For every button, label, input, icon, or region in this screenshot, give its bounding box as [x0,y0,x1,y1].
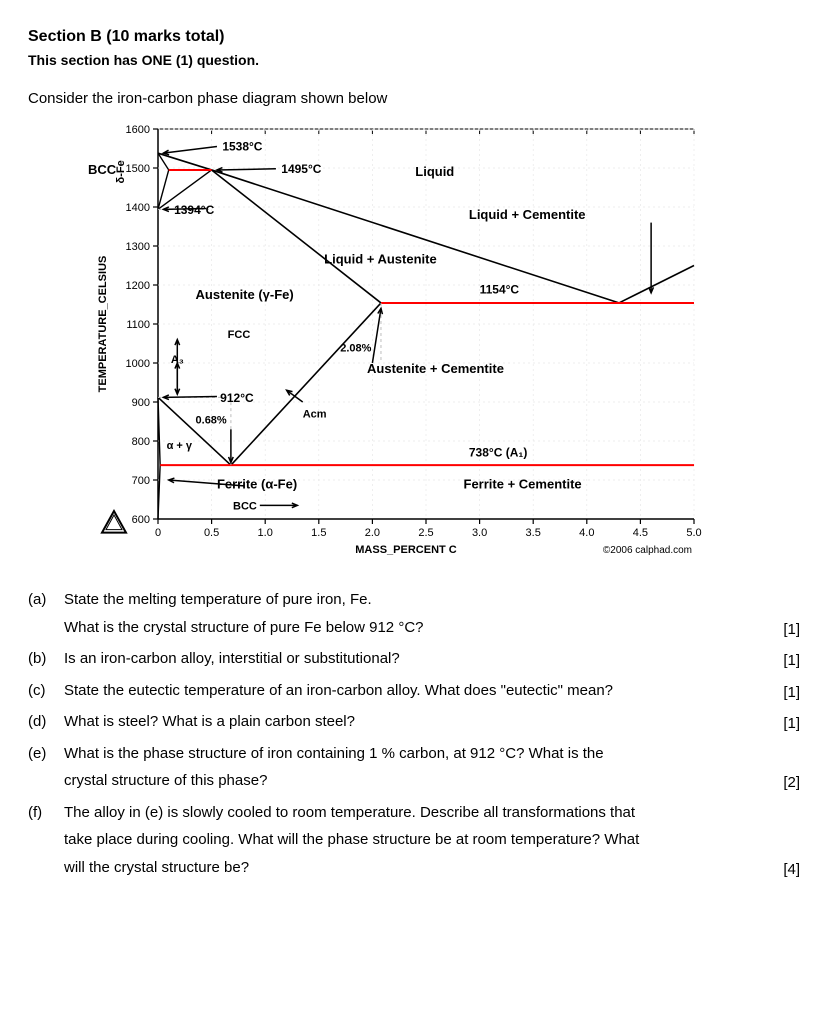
svg-text:3.5: 3.5 [526,527,541,539]
svg-text:4.5: 4.5 [633,527,648,539]
svg-text:Austenite (γ-Fe): Austenite (γ-Fe) [196,287,294,302]
question-label: (e) [28,741,64,767]
question-label: (a) [28,587,64,613]
question-body: What is the phase structure of iron cont… [64,741,800,796]
svg-text:Liquid + Austenite: Liquid + Austenite [324,252,437,267]
svg-text:738°C (A₁): 738°C (A₁) [469,446,527,460]
svg-text:MASS_PERCENT C: MASS_PERCENT C [355,544,457,556]
svg-text:α + γ: α + γ [167,440,193,452]
svg-text:1495°C: 1495°C [281,162,321,176]
svg-text:FCC: FCC [228,329,251,341]
svg-text:Acm: Acm [303,409,327,421]
svg-text:0: 0 [155,527,161,539]
svg-text:©2006 calphad.com: ©2006 calphad.com [603,545,692,556]
question-label: (c) [28,678,64,704]
question-marks: [1] [783,648,800,674]
svg-text:1000: 1000 [126,358,150,370]
phase-diagram-svg: 600 700 800 900 1000 1100 1200 1300 1400 1500 1600… [78,119,718,559]
svg-text:Ferrite (α-Fe): Ferrite (α-Fe) [217,477,297,492]
svg-text:3.0: 3.0 [472,527,487,539]
question-row: (d)What is steel? What is a plain carbon… [28,709,800,737]
question-line: take place during cooling. What will the… [64,827,760,853]
svg-text:δ-Fe: δ-Fe [115,160,127,183]
question-line: State the melting temperature of pure ir… [64,587,760,613]
svg-text:700: 700 [132,475,150,487]
question-row: (a)State the melting temperature of pure… [28,587,800,642]
question-line: Is an iron-carbon alloy, interstitial or… [64,646,760,672]
svg-text:1600: 1600 [126,124,150,136]
svg-text:1300: 1300 [126,241,150,253]
question-marks: [1] [783,680,800,706]
svg-text:1100: 1100 [126,319,150,331]
question-marks: [4] [783,857,800,883]
svg-text:Liquid + Cementite: Liquid + Cementite [469,207,586,222]
question-line: will the crystal structure be? [64,855,760,881]
question-line: What is steel? What is a plain carbon st… [64,709,760,735]
question-row: (b)Is an iron-carbon alloy, interstitial… [28,646,800,674]
svg-text:912°C: 912°C [220,391,254,405]
svg-text:2.0: 2.0 [365,527,380,539]
question-row: (c)State the eutectic temperature of an … [28,678,800,706]
question-body: State the melting temperature of pure ir… [64,587,800,642]
question-body: Is an iron-carbon alloy, interstitial or… [64,646,800,674]
svg-text:1200: 1200 [126,280,150,292]
svg-text:4.0: 4.0 [579,527,594,539]
question-row: (e)What is the phase structure of iron c… [28,741,800,796]
svg-text:1394°C: 1394°C [174,203,214,217]
question-line: What is the phase structure of iron cont… [64,741,760,767]
svg-text:0.68%: 0.68% [196,415,227,427]
question-marks: [1] [783,617,800,643]
question-marks: [2] [783,770,800,796]
question-label: (b) [28,646,64,672]
svg-text:1400: 1400 [126,202,150,214]
question-line: crystal structure of this phase? [64,768,760,794]
question-body: The alloy in (e) is slowly cooled to roo… [64,800,800,883]
svg-text:0.5: 0.5 [204,527,219,539]
question-line: What is the crystal structure of pure Fe… [64,615,760,641]
question-marks: [1] [783,711,800,737]
svg-text:1.5: 1.5 [311,527,326,539]
svg-text:2.08%: 2.08% [340,342,371,354]
svg-text:1500: 1500 [126,163,150,175]
svg-text:BCC: BCC [233,500,257,512]
svg-text:Ferrite + Cementite: Ferrite + Cementite [464,477,582,492]
svg-text:2.5: 2.5 [418,527,433,539]
svg-text:Austenite + Cementite: Austenite + Cementite [367,361,504,376]
question-body: What is steel? What is a plain carbon st… [64,709,800,737]
svg-text:BCC: BCC [88,162,117,177]
svg-text:800: 800 [132,436,150,448]
svg-text:1154°C: 1154°C [480,283,520,297]
svg-text:1538°C: 1538°C [222,140,262,154]
question-label: (f) [28,800,64,826]
section-title: Section B (10 marks total) [28,28,800,46]
intro-text: Consider the iron-carbon phase diagram s… [28,90,800,107]
question-line: State the eutectic temperature of an iro… [64,678,760,704]
questions-list: (a)State the melting temperature of pure… [28,587,800,882]
svg-text:1.0: 1.0 [258,527,273,539]
section-subtitle: This section has ONE (1) question. [28,52,800,68]
svg-text:TEMPERATURE_CELSIUS: TEMPERATURE_CELSIUS [97,256,109,393]
phase-diagram: 600 700 800 900 1000 1100 1200 1300 1400 1500 1600… [78,119,800,563]
svg-text:5.0: 5.0 [686,527,701,539]
svg-text:600: 600 [132,514,150,526]
question-row: (f)The alloy in (e) is slowly cooled to … [28,800,800,883]
question-line: The alloy in (e) is slowly cooled to roo… [64,800,760,826]
question-body: State the eutectic temperature of an iro… [64,678,800,706]
question-label: (d) [28,709,64,735]
svg-text:Liquid: Liquid [415,164,454,179]
svg-text:900: 900 [132,397,150,409]
